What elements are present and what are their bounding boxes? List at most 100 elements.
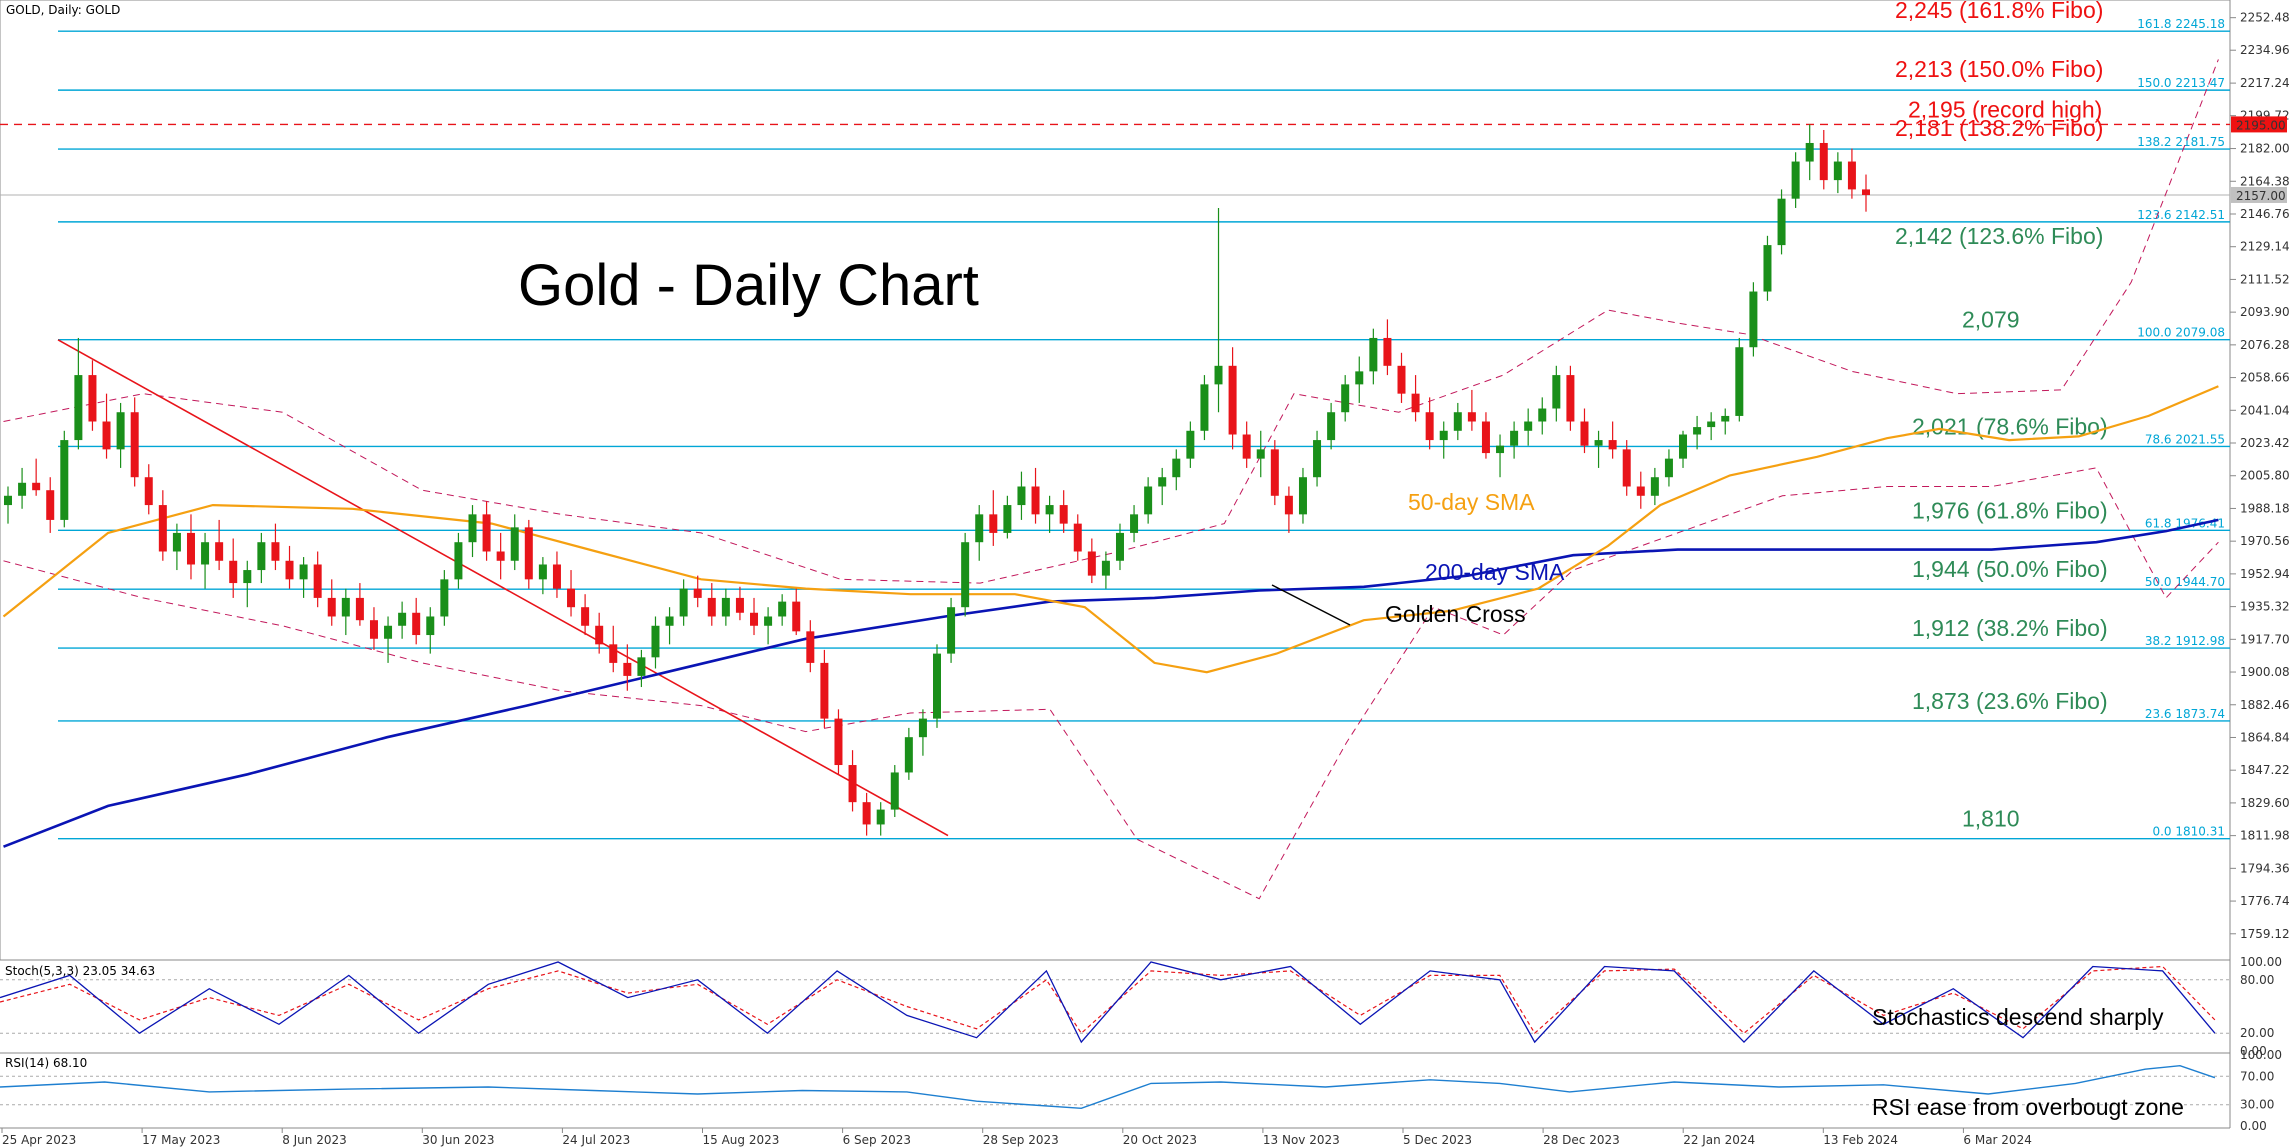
candle-body bbox=[665, 616, 674, 626]
fibo-tag: 161.8 2245.18 bbox=[2137, 17, 2225, 31]
fibo-tag: 61.8 1976.41 bbox=[2145, 516, 2225, 530]
candle-body bbox=[102, 421, 111, 450]
candle-body bbox=[524, 527, 533, 580]
candle-body bbox=[848, 765, 857, 803]
candle-body bbox=[172, 532, 181, 552]
candle-body bbox=[1707, 421, 1716, 428]
candle-body bbox=[1313, 440, 1322, 478]
candle-body bbox=[989, 514, 998, 533]
price-tick-label: 1776.74 bbox=[2240, 894, 2290, 908]
fibo-tag: 23.6 1873.74 bbox=[2145, 707, 2225, 721]
date-tick-label: 20 Oct 2023 bbox=[1123, 1133, 1197, 1147]
candle-body bbox=[750, 612, 759, 626]
fibo-annotation: 1,976 (61.8% Fibo) bbox=[1912, 497, 2108, 523]
candle-body bbox=[1862, 189, 1870, 195]
fibo-annotation: 2,142 (123.6% Fibo) bbox=[1895, 223, 2103, 249]
price-tick-label: 2058.66 bbox=[2240, 371, 2290, 385]
candle-body bbox=[778, 601, 787, 617]
main-panel-frame bbox=[0, 0, 2231, 961]
price-tick-label: 1759.12 bbox=[2240, 927, 2290, 941]
date-tick-label: 15 Aug 2023 bbox=[703, 1133, 780, 1147]
candle-body bbox=[1045, 505, 1054, 515]
candle-body bbox=[1059, 505, 1068, 524]
candle-body bbox=[651, 625, 660, 658]
rsi-tick-label: 30.00 bbox=[2240, 1098, 2274, 1112]
candle-body bbox=[1341, 384, 1350, 413]
candle-body bbox=[215, 542, 224, 561]
candle-body bbox=[735, 597, 744, 613]
fibonacci-levels: 161.8 2245.18 2,245 (161.8% Fibo) 150.0 22… bbox=[0, 0, 2230, 840]
fibo-tag: 78.6 2021.55 bbox=[2145, 432, 2225, 446]
fibo-tag: 123.6 2142.51 bbox=[2137, 208, 2225, 222]
candle-body bbox=[933, 653, 941, 719]
fibo-annotation: 1,810 bbox=[1962, 806, 2020, 832]
candle-body bbox=[88, 375, 97, 422]
candle-body bbox=[1115, 532, 1124, 561]
date-tick-label: 8 Jun 2023 bbox=[282, 1133, 347, 1147]
candle-body bbox=[1538, 408, 1547, 422]
date-tick-label: 28 Dec 2023 bbox=[1543, 1133, 1620, 1147]
candle-body bbox=[806, 631, 815, 663]
candle-body bbox=[1327, 412, 1336, 441]
candle-body bbox=[1608, 440, 1617, 450]
candle-body bbox=[1355, 371, 1364, 385]
candle-body bbox=[243, 570, 252, 584]
candle-body bbox=[1031, 486, 1040, 515]
candle-body bbox=[440, 579, 449, 617]
price-tick-label: 1829.60 bbox=[2240, 796, 2290, 810]
rsi-panel: 100.00 70.00 30.00 0.00 bbox=[0, 1048, 2282, 1133]
price-tick-label: 2234.96 bbox=[2240, 43, 2290, 57]
candle-body bbox=[792, 601, 801, 632]
candlesticks bbox=[4, 124, 1870, 836]
price-tick-label: 2041.04 bbox=[2240, 403, 2290, 417]
candle-body bbox=[299, 564, 308, 580]
rsi-tick-label: 0.00 bbox=[2240, 1119, 2267, 1133]
candle-body bbox=[18, 482, 27, 496]
candle-body bbox=[4, 495, 12, 506]
candle-body bbox=[721, 597, 730, 617]
candle-body bbox=[144, 477, 153, 506]
rsi-line bbox=[0, 1064, 2216, 1110]
fibo-tag: 150.0 2213.47 bbox=[2137, 76, 2225, 90]
candle-body bbox=[510, 527, 519, 561]
rsi-label: RSI(14) 68.10 bbox=[5, 1056, 87, 1070]
candle-body bbox=[257, 542, 266, 571]
candle-body bbox=[1735, 347, 1744, 416]
price-tick-label: 1811.98 bbox=[2240, 829, 2290, 843]
rsi-tick-label: 100.00 bbox=[2240, 1048, 2282, 1062]
price-tick-label: 2076.28 bbox=[2240, 338, 2290, 352]
candle-body bbox=[1749, 291, 1758, 348]
candle-body bbox=[229, 560, 238, 584]
rsi-annotation: RSI ease from overbougt zone bbox=[1872, 1094, 2184, 1120]
candle-body bbox=[327, 597, 336, 617]
candle-body bbox=[1186, 430, 1195, 459]
candle-body bbox=[1017, 486, 1026, 506]
candle-body bbox=[1158, 477, 1167, 487]
candle-body bbox=[975, 514, 984, 543]
fibo-tag: 100.0 2079.08 bbox=[2137, 326, 2225, 340]
candle-body bbox=[201, 542, 210, 565]
bollinger-lower bbox=[3, 467, 2219, 900]
candle-body bbox=[1228, 365, 1237, 435]
candle-body bbox=[1298, 477, 1307, 515]
candle-body bbox=[285, 560, 294, 580]
candle-body bbox=[1397, 365, 1406, 394]
rsi-tick-label: 70.00 bbox=[2240, 1069, 2274, 1083]
candle-body bbox=[1284, 495, 1293, 515]
candle-body bbox=[369, 620, 378, 639]
candle-body bbox=[1003, 505, 1012, 533]
candle-body bbox=[1369, 337, 1378, 372]
price-tick-label: 2023.42 bbox=[2240, 436, 2290, 450]
candle-body bbox=[1242, 434, 1251, 459]
fibo-annotation: 2,079 bbox=[1962, 307, 2020, 333]
candle-body bbox=[412, 612, 421, 636]
candle-body bbox=[918, 718, 927, 738]
downtrend-line-group bbox=[57, 339, 949, 837]
candle-body bbox=[876, 809, 885, 825]
candle-body bbox=[1833, 161, 1842, 181]
date-tick-label: 25 Apr 2023 bbox=[2, 1133, 76, 1147]
candle-body bbox=[947, 607, 956, 654]
price-tick-label: 1794.36 bbox=[2240, 861, 2290, 875]
candle-body bbox=[1453, 412, 1462, 431]
